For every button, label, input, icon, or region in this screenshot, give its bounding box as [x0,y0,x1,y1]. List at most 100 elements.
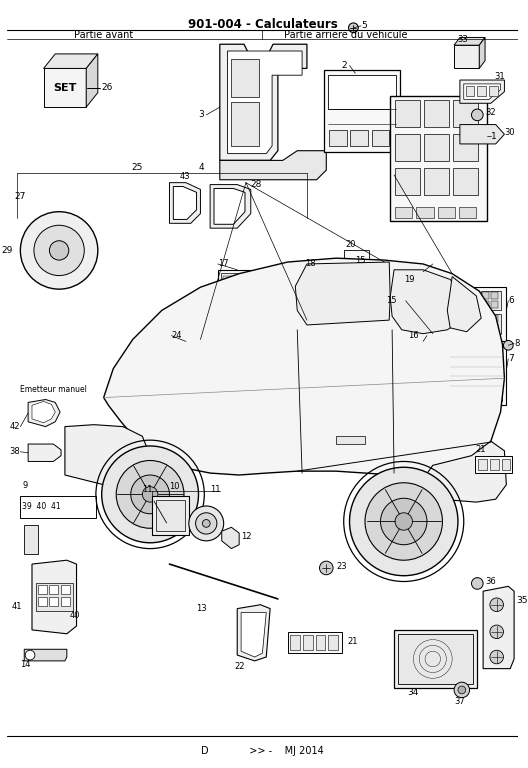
Bar [373,277,398,293]
Bar [335,273,345,291]
Bar [468,292,474,299]
Bar [453,168,478,195]
Bar [424,101,449,127]
Bar [424,168,449,195]
Bar [391,343,438,372]
Polygon shape [173,187,196,220]
Text: 15: 15 [386,296,397,305]
Bar [174,344,236,366]
Circle shape [472,578,483,589]
Polygon shape [479,38,485,68]
Bar [424,134,449,161]
Polygon shape [454,45,479,68]
Polygon shape [86,54,98,108]
Text: 7: 7 [508,354,514,363]
Text: 32: 32 [485,108,496,118]
Text: 1: 1 [491,131,497,141]
Polygon shape [241,613,266,657]
Polygon shape [454,38,485,45]
Bar [459,301,466,307]
Bar [308,273,317,291]
Text: 21: 21 [475,445,486,455]
Text: 11: 11 [143,485,153,494]
Bar [458,291,477,310]
Bar [250,276,259,289]
Text: SET: SET [53,83,77,93]
Bar [36,584,73,611]
Circle shape [116,461,184,528]
Circle shape [490,625,504,639]
Polygon shape [460,80,504,103]
Circle shape [490,650,504,664]
Bar [477,86,486,95]
Polygon shape [423,441,506,502]
Polygon shape [210,184,251,228]
Polygon shape [483,586,514,669]
Bar [475,455,512,473]
Polygon shape [231,102,259,146]
Text: 34: 34 [408,688,419,697]
Circle shape [195,513,217,534]
Text: 8: 8 [514,339,520,348]
Bar [303,634,313,650]
Bar [344,250,369,264]
Text: 37: 37 [454,697,465,706]
Bar [491,301,498,307]
Circle shape [381,498,427,545]
Circle shape [472,109,483,121]
Bar [403,310,413,329]
Bar [336,436,365,444]
Polygon shape [220,45,307,161]
Bar [459,324,466,331]
Polygon shape [222,528,239,548]
Text: 41: 41 [12,602,22,611]
Bar [263,276,273,289]
Bar [450,351,503,402]
Text: 23: 23 [336,561,346,571]
Bar [453,134,478,161]
Text: 24: 24 [172,331,182,340]
Bar [288,632,342,653]
Bar [328,75,396,109]
Circle shape [454,682,469,697]
Bar [491,324,498,331]
Polygon shape [103,258,504,477]
Bar [481,314,501,333]
Bar [152,496,189,535]
Text: 12: 12 [241,532,252,541]
Polygon shape [44,68,86,108]
Circle shape [21,212,98,289]
Circle shape [395,513,412,530]
Bar [61,585,70,594]
Bar [352,266,384,287]
Text: 36: 36 [485,577,496,586]
Text: 29: 29 [1,246,13,255]
Bar [491,292,498,299]
Bar [221,273,293,294]
Bar [236,276,246,289]
Text: 11: 11 [210,485,221,494]
Bar [172,342,239,369]
Bar [354,269,365,284]
Text: 27: 27 [15,192,26,200]
Bar [372,131,389,146]
Text: 26: 26 [102,83,113,92]
Bar [482,292,489,299]
Bar [24,525,38,554]
Polygon shape [295,262,390,325]
Text: 16: 16 [408,331,418,340]
Text: 40: 40 [70,611,80,620]
Bar [369,269,380,284]
Bar [390,95,487,221]
Polygon shape [237,604,270,661]
Polygon shape [214,188,245,224]
Bar [388,339,440,374]
Polygon shape [228,51,302,154]
Bar [328,634,338,650]
Bar [351,131,368,146]
Bar [395,168,420,195]
Text: 28: 28 [251,180,262,189]
Bar [322,273,331,291]
Bar [490,458,498,470]
Circle shape [458,686,466,694]
